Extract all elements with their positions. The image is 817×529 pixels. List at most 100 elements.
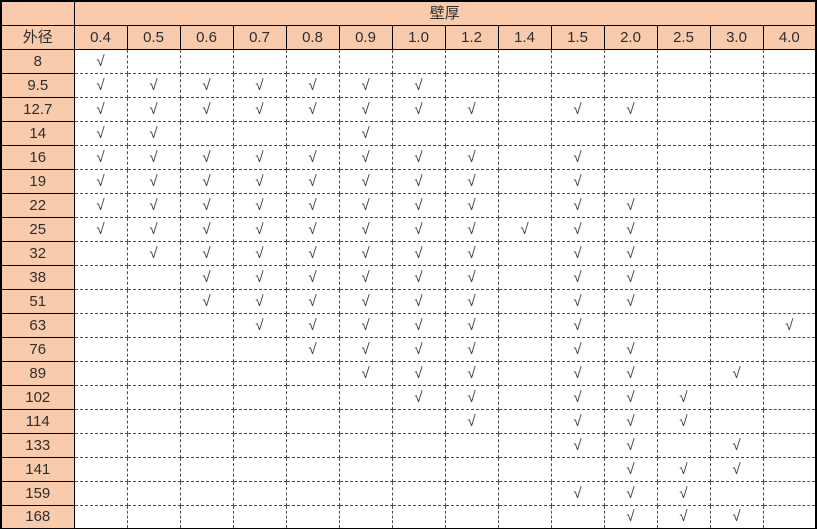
- cell-51-0.6: √: [179, 288, 234, 314]
- cell-14-0.8: [285, 120, 340, 146]
- cell-8-2.0: [603, 48, 658, 74]
- cell-141-2.5: √: [656, 456, 711, 482]
- cell-168-0.4: [73, 504, 128, 529]
- cell-38-2.5: [656, 264, 711, 290]
- cell-159-0.7: [232, 480, 287, 506]
- row-header-16: 16: [0, 144, 75, 170]
- cell-8-1.0: [391, 48, 446, 74]
- row-header-22: 22: [0, 192, 75, 218]
- cell-76-0.7: [232, 336, 287, 362]
- cell-38-0.8: √: [285, 264, 340, 290]
- col-header-2.0: 2.0: [603, 24, 658, 50]
- cell-51-1.0: √: [391, 288, 446, 314]
- cell-12.7-3.0: [709, 96, 764, 122]
- cell-63-0.6: [179, 312, 234, 338]
- cell-168-1.2: [444, 504, 499, 529]
- cell-89-0.4: [73, 360, 128, 386]
- cell-168-1.4: [497, 504, 552, 529]
- cell-16-2.0: [603, 144, 658, 170]
- table-row: 89 √ √ √ √ √ √: [0, 360, 817, 386]
- row-header-168: 168: [0, 504, 75, 529]
- row-header-159: 159: [0, 480, 75, 506]
- table-row: 63 √ √ √ √ √ √ √: [0, 312, 817, 338]
- row-header-89: 89: [0, 360, 75, 386]
- cell-89-1.2: √: [444, 360, 499, 386]
- cell-9.5-1.0: √: [391, 72, 446, 98]
- cell-141-0.8: [285, 456, 340, 482]
- cell-38-1.4: [497, 264, 552, 290]
- cell-32-3.0: [709, 240, 764, 266]
- cell-159-0.8: [285, 480, 340, 506]
- cell-12.7-1.5: √: [550, 96, 605, 122]
- table-row: 14 √ √ √: [0, 120, 817, 146]
- col-header-0.4: 0.4: [73, 24, 128, 50]
- cell-25-1.4: √: [497, 216, 552, 242]
- cell-12.7-1.0: √: [391, 96, 446, 122]
- cell-168-3.0: √: [709, 504, 764, 529]
- cell-76-2.5: [656, 336, 711, 362]
- cell-51-4.0: [762, 288, 817, 314]
- row-header-141: 141: [0, 456, 75, 482]
- cell-38-2.0: √: [603, 264, 658, 290]
- cell-133-2.5: [656, 432, 711, 458]
- cell-9.5-1.5: [550, 72, 605, 98]
- cell-63-0.9: √: [338, 312, 393, 338]
- cell-76-0.8: √: [285, 336, 340, 362]
- cell-19-2.5: [656, 168, 711, 194]
- cell-63-1.5: √: [550, 312, 605, 338]
- cell-159-0.6: [179, 480, 234, 506]
- cell-19-0.7: √: [232, 168, 287, 194]
- cell-32-4.0: [762, 240, 817, 266]
- cell-141-0.5: [126, 456, 181, 482]
- cell-38-1.2: √: [444, 264, 499, 290]
- cell-9.5-0.5: √: [126, 72, 181, 98]
- cell-159-4.0: [762, 480, 817, 506]
- cell-89-0.8: [285, 360, 340, 386]
- cell-102-1.2: √: [444, 384, 499, 410]
- cell-16-0.5: √: [126, 144, 181, 170]
- table-row: 133 √ √ √: [0, 432, 817, 458]
- table-row: 16 √ √ √ √ √ √ √ √ √: [0, 144, 817, 170]
- col-header-1.4: 1.4: [497, 24, 552, 50]
- cell-159-1.5: √: [550, 480, 605, 506]
- cell-102-1.4: [497, 384, 552, 410]
- cell-89-1.4: [497, 360, 552, 386]
- cell-12.7-1.4: [497, 96, 552, 122]
- cell-133-1.4: [497, 432, 552, 458]
- cell-8-1.4: [497, 48, 552, 74]
- cell-159-1.0: [391, 480, 446, 506]
- cell-32-0.4: [73, 240, 128, 266]
- row-header-14: 14: [0, 120, 75, 146]
- cell-89-1.0: √: [391, 360, 446, 386]
- col-header-1.0: 1.0: [391, 24, 446, 50]
- cell-22-2.5: [656, 192, 711, 218]
- cell-133-0.9: [338, 432, 393, 458]
- cell-168-1.5: [550, 504, 605, 529]
- cell-19-0.4: √: [73, 168, 128, 194]
- cell-141-1.5: [550, 456, 605, 482]
- cell-19-4.0: [762, 168, 817, 194]
- cell-63-2.5: [656, 312, 711, 338]
- cell-14-0.4: √: [73, 120, 128, 146]
- cell-168-1.0: [391, 504, 446, 529]
- cell-133-1.5: √: [550, 432, 605, 458]
- cell-16-2.5: [656, 144, 711, 170]
- cell-38-0.6: √: [179, 264, 234, 290]
- cell-63-0.8: √: [285, 312, 340, 338]
- col-header-3.0: 3.0: [709, 24, 764, 50]
- cell-168-0.9: [338, 504, 393, 529]
- row-header-38: 38: [0, 264, 75, 290]
- cell-133-4.0: [762, 432, 817, 458]
- cell-32-2.5: [656, 240, 711, 266]
- cell-89-2.0: √: [603, 360, 658, 386]
- col-header-0.6: 0.6: [179, 24, 234, 50]
- cell-102-2.5: √: [656, 384, 711, 410]
- cell-32-1.2: √: [444, 240, 499, 266]
- cell-114-0.9: [338, 408, 393, 434]
- cell-9.5-1.2: [444, 72, 499, 98]
- cell-25-4.0: [762, 216, 817, 242]
- row-header-19: 19: [0, 168, 75, 194]
- cell-8-4.0: [762, 48, 817, 74]
- cell-19-1.0: √: [391, 168, 446, 194]
